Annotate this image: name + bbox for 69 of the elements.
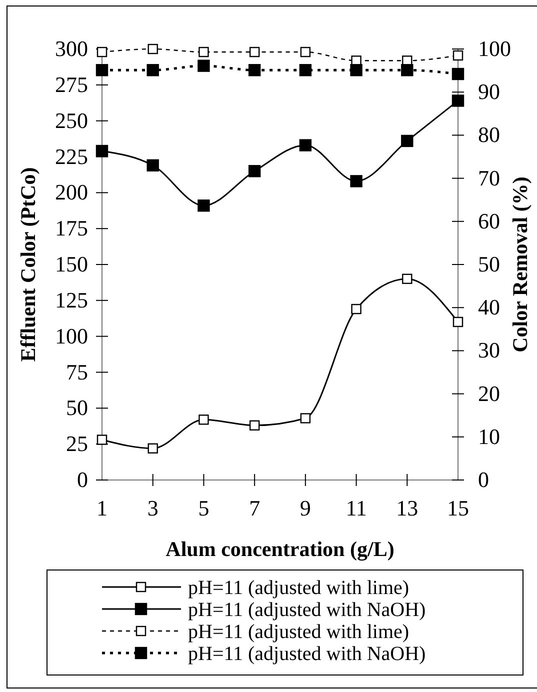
point [148,443,158,454]
point [300,413,311,424]
point [299,139,312,152]
y-tick-label: 175 [55,216,88,241]
y-tick-label: 50 [66,395,88,420]
point [402,274,412,284]
point [452,68,464,80]
y2-tick-label: 10 [478,424,500,449]
legend-label: pH=11 (adjusted with NaOH) [188,599,426,621]
y-tick-label: 225 [55,144,88,169]
x-tick-label: 13 [396,496,418,521]
y2-tick-label: 50 [478,252,500,277]
point [96,144,108,158]
y2-tick-label: 60 [478,208,500,234]
y-tick-label: 125 [55,287,88,312]
y2-axis-title: Color Removal (%) [508,176,532,352]
point [96,434,108,445]
y-tick-label: 275 [55,72,88,97]
point [198,60,210,72]
point [198,46,209,58]
point [452,94,464,107]
point [350,175,362,188]
y-tick-label: 0 [77,467,88,492]
y2-tick-label: 90 [478,79,500,104]
y-tick-label: 150 [55,252,88,277]
legend-label: pH=11 (adjusted with NaOH) [188,643,426,665]
x-tick-label: 9 [300,496,311,521]
point [198,414,209,425]
y-tick-label: 75 [66,359,88,384]
y-tick-label: 100 [55,323,88,348]
point [401,64,414,76]
point [146,159,159,172]
point [351,304,362,314]
point [249,420,260,431]
x-tick-label: 1 [96,496,108,521]
y-tick-label: 250 [55,108,88,133]
point [300,46,311,58]
y2-tick-label: 0 [478,467,489,492]
point [96,46,108,58]
x-tick-label: 11 [346,496,367,521]
y2-tick-label: 30 [478,338,500,363]
y2-tick-label: 20 [478,380,500,406]
y2-tick-label: 80 [478,122,500,148]
point [198,199,210,212]
legend-label: pH=11 (adjusted with lime) [188,577,410,599]
point [146,64,159,76]
point [452,316,464,328]
y2-tick-label: 40 [478,294,500,320]
x-tick-label: 15 [447,496,469,521]
point [350,64,362,76]
x-axis-title: Alum concentration (g/L) [166,537,394,561]
point [248,165,261,178]
y2-tick-label: 70 [478,165,500,190]
x-tick-label: 5 [198,496,210,521]
point [401,134,414,148]
y-tick-label: 200 [55,180,88,205]
y-tick-label: 25 [66,431,88,456]
y-axis-title: Effluent Color (PtCo) [16,167,40,362]
y-tick-label: 300 [55,36,88,62]
point [299,64,312,76]
y2-tick-label: 100 [478,36,511,62]
x-tick-label: 7 [249,496,260,521]
point [148,44,158,54]
legend-label: pH=11 (adjusted with lime) [188,621,410,643]
point [452,50,464,61]
point [249,46,260,58]
x-tick-label: 3 [147,496,158,521]
point [96,64,108,76]
point [248,64,261,76]
